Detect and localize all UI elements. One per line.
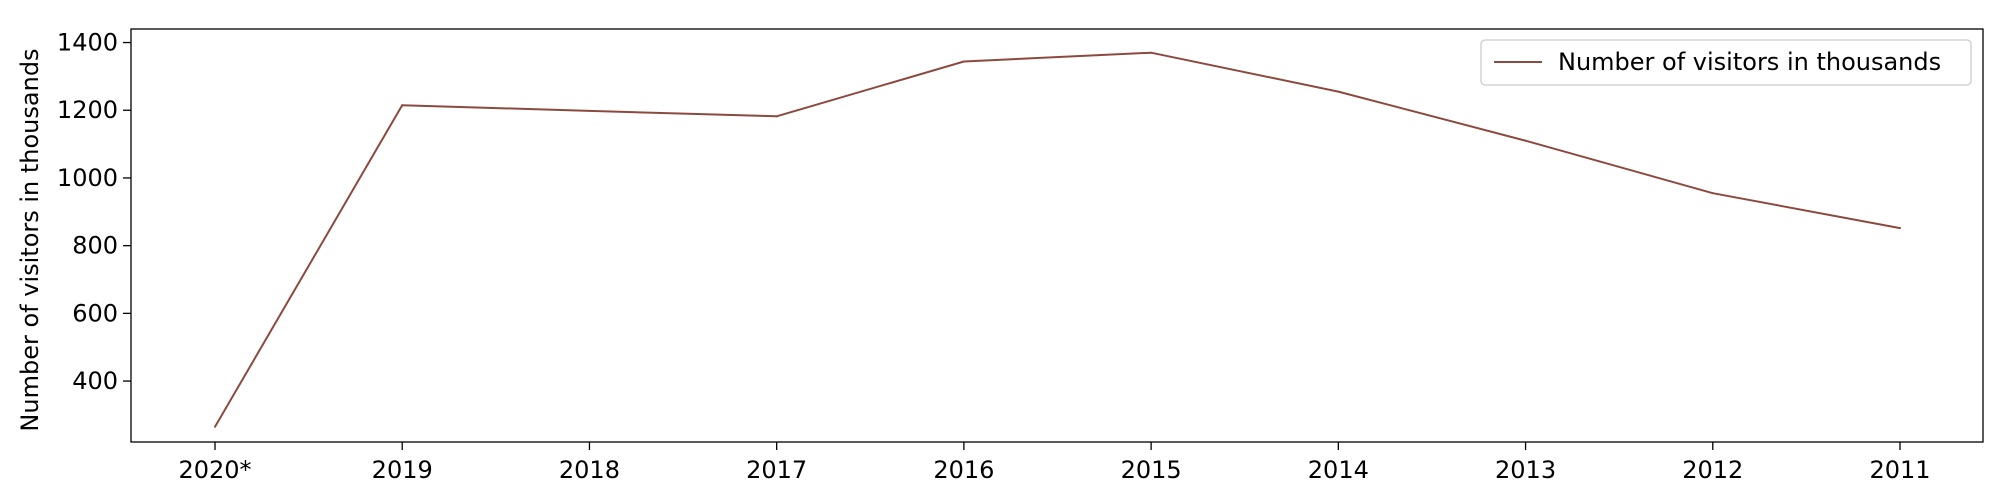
x-tick-label: 2011 bbox=[1869, 456, 1930, 484]
x-tick-label: 2018 bbox=[559, 456, 620, 484]
data-point bbox=[1524, 139, 1527, 142]
x-tick-label: 2014 bbox=[1308, 456, 1369, 484]
series-layer bbox=[214, 51, 1901, 428]
y-tick-label: 800 bbox=[72, 232, 118, 260]
x-tick-label: 2019 bbox=[372, 456, 433, 484]
data-point bbox=[588, 109, 591, 112]
data-point bbox=[1337, 90, 1340, 93]
x-axis-ticks: 2020* 2019 2018 2017 2016 2015 2014 2013 2012 201… bbox=[178, 442, 1931, 484]
y-tick-label: 600 bbox=[72, 299, 118, 327]
legend-label: Number of visitors in thousands bbox=[1558, 48, 1941, 76]
x-tick-label: 2017 bbox=[746, 456, 807, 484]
x-tick-label: 2012 bbox=[1682, 456, 1743, 484]
data-point bbox=[775, 115, 778, 118]
y-tick-label: 1000 bbox=[57, 164, 118, 192]
y-tick-label: 400 bbox=[72, 367, 118, 395]
legend-box bbox=[1480, 39, 1972, 86]
data-point bbox=[1711, 192, 1714, 195]
x-tick-label: 2013 bbox=[1495, 456, 1556, 484]
y-axis-title: Number of visitors in thousands bbox=[16, 48, 44, 431]
data-point bbox=[1150, 51, 1153, 54]
data-point bbox=[401, 104, 404, 107]
series-line bbox=[214, 51, 1901, 428]
x-tick-label: 2016 bbox=[933, 456, 994, 484]
legend: Number of visitors in thousands bbox=[1480, 39, 1972, 86]
data-point bbox=[214, 425, 216, 428]
data-point bbox=[1899, 227, 1901, 230]
y-tick-label: 1200 bbox=[57, 96, 118, 124]
data-point bbox=[962, 60, 965, 63]
plot-frame bbox=[130, 28, 1984, 443]
x-tick-label: 2015 bbox=[1121, 456, 1182, 484]
x-tick-label: 2020* bbox=[178, 456, 251, 484]
y-tick-label: 1400 bbox=[57, 29, 118, 57]
y-axis-ticks: 400 600 800 1000 1200 1400 bbox=[57, 29, 131, 395]
